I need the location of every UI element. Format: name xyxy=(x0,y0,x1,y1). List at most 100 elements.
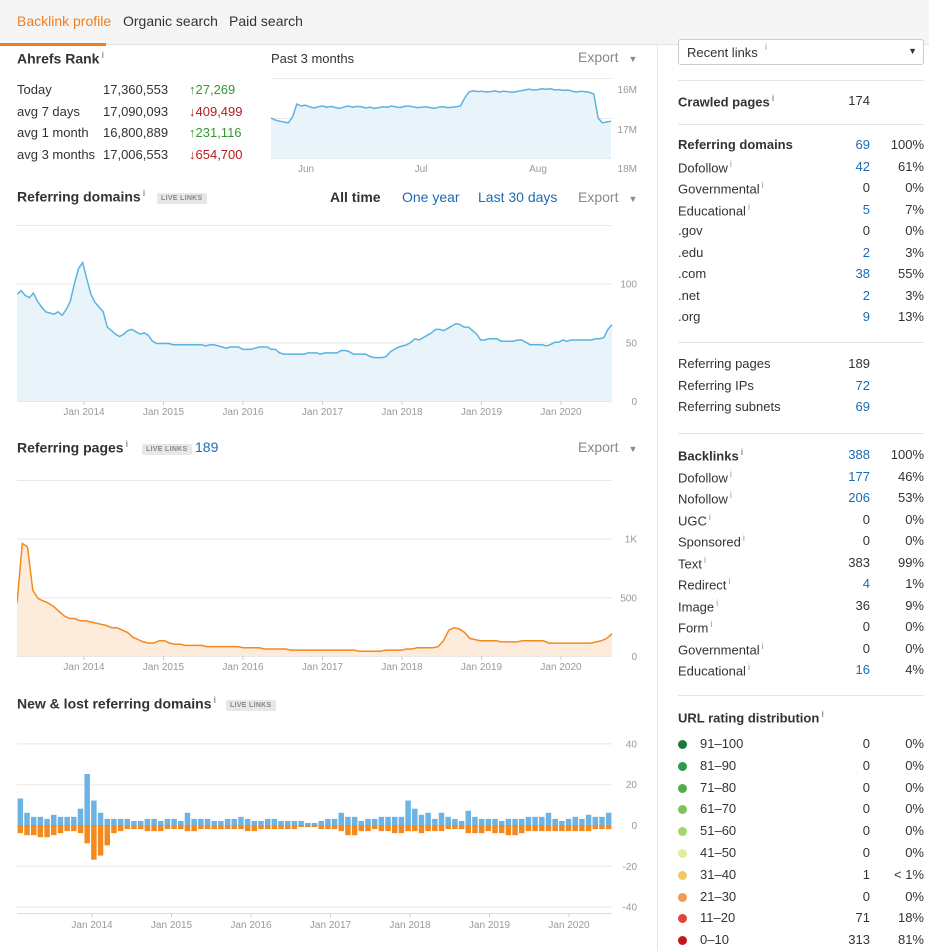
lost-domains-bar xyxy=(264,825,271,830)
info-icon[interactable]: i xyxy=(125,439,129,449)
stat-value[interactable]: 38 xyxy=(855,266,870,281)
url-rating-row: 21–30 0 0% xyxy=(678,889,924,909)
ref-pages-export-button[interactable]: Export ▼ xyxy=(578,439,638,455)
stat-value[interactable]: 388 xyxy=(848,447,870,462)
lost-domains-bar xyxy=(398,825,405,834)
tab-organic-search[interactable]: Organic search xyxy=(123,13,218,29)
stat-value[interactable]: 2 xyxy=(862,287,870,303)
stat-value: 0 xyxy=(862,640,870,656)
info-icon[interactable]: i xyxy=(729,158,732,169)
range-one-year[interactable]: One year xyxy=(402,189,460,205)
lost-domains-bar xyxy=(478,825,485,834)
info-icon[interactable]: i xyxy=(101,50,104,60)
info-icon[interactable]: i xyxy=(728,576,731,586)
range-all-time[interactable]: All time xyxy=(330,189,381,205)
stat-value: 0 xyxy=(862,180,870,195)
stat-row: Referring pages 189 xyxy=(678,356,924,376)
stat-row: Sponsored i 0 0% xyxy=(678,533,924,553)
lost-domains-bar xyxy=(298,825,304,828)
stat-label: Governmental i xyxy=(678,640,764,657)
new-domains-bar xyxy=(151,818,157,825)
info-icon[interactable]: i xyxy=(742,533,745,543)
lost-domains-bar xyxy=(365,825,371,832)
stat-value[interactable]: 72 xyxy=(855,377,870,393)
info-icon[interactable]: i xyxy=(771,93,775,103)
new-domains-bar xyxy=(71,816,77,825)
info-icon[interactable]: i xyxy=(747,201,750,212)
new-domains-bar xyxy=(512,818,518,825)
lost-domains-bar xyxy=(585,825,592,832)
stat-value[interactable]: 69 xyxy=(855,399,870,414)
referring-pages-count[interactable]: 189 xyxy=(195,439,219,455)
stat-row: Nofollow i 206 53% xyxy=(678,490,924,510)
lost-domains-bar xyxy=(452,825,458,830)
referring-domains-title: Referring domains i xyxy=(17,188,146,205)
stat-value: 36 xyxy=(855,597,870,613)
stat-value[interactable]: 177 xyxy=(848,468,870,484)
new-domains-bar xyxy=(345,816,351,825)
new-domains-bar xyxy=(592,816,599,825)
lost-domains-bar xyxy=(311,825,318,828)
new-domains-bar xyxy=(51,814,57,825)
stat-label: Backlinks i xyxy=(678,447,744,464)
stat-row: Dofollow i 177 46% xyxy=(678,469,924,489)
info-icon[interactable]: i xyxy=(765,42,767,52)
stat-value[interactable]: 69 xyxy=(855,137,870,152)
ref-domains-export-button[interactable]: Export ▼ xyxy=(578,189,638,205)
new-domains-bar xyxy=(238,816,244,825)
new-domains-bar xyxy=(425,812,431,825)
stat-value[interactable]: 206 xyxy=(848,490,870,505)
lost-domains-bar xyxy=(184,825,191,832)
stat-value[interactable]: 5 xyxy=(862,201,870,217)
stat-label: Sponsored i xyxy=(678,533,745,550)
rank-row-change: ↑27,269 xyxy=(189,82,236,97)
new-domains-bar xyxy=(57,816,64,825)
stat-value[interactable]: 9 xyxy=(862,309,870,324)
tab-backlink-profile[interactable]: Backlink profile xyxy=(17,13,112,29)
stat-value[interactable]: 42 xyxy=(855,158,870,174)
series-line xyxy=(17,260,613,359)
stat-percent: 0% xyxy=(905,640,924,656)
tab-paid-search[interactable]: Paid search xyxy=(229,13,303,29)
new-domains-bar xyxy=(351,816,358,825)
info-icon[interactable]: i xyxy=(142,188,146,198)
x-tick-label: Jan 2019 xyxy=(461,662,503,673)
rank-row-value: 17,360,553 xyxy=(103,82,169,97)
x-tick-label: Jan 2018 xyxy=(381,407,423,418)
live-links-badge: LIVE LINKS xyxy=(157,193,207,204)
info-icon[interactable]: i xyxy=(710,619,713,629)
stat-value[interactable]: 4 xyxy=(862,576,870,591)
stat-value: 0 xyxy=(862,533,870,548)
info-icon[interactable]: i xyxy=(703,554,706,565)
url-rating-row: 61–70 0 0% xyxy=(678,801,924,821)
chevron-down-icon: ▼ xyxy=(908,46,917,56)
info-icon[interactable]: i xyxy=(821,709,824,719)
stat-percent: 0% xyxy=(905,619,924,634)
stat-percent: 99% xyxy=(897,554,924,570)
stat-value[interactable]: 16 xyxy=(855,662,870,677)
info-icon[interactable]: i xyxy=(213,695,216,705)
lost-domains-bar xyxy=(525,825,532,832)
new-domains-bar xyxy=(318,820,324,825)
y-tick-label: 16M xyxy=(618,85,637,96)
lost-domains-bar xyxy=(351,825,358,836)
stat-value[interactable]: 2 xyxy=(862,244,870,260)
new-domains-bar xyxy=(605,812,612,825)
range-last-30-days[interactable]: Last 30 days xyxy=(478,189,558,205)
links-select[interactable]: Recent links i ▼ xyxy=(678,39,924,65)
info-icon[interactable]: i xyxy=(761,180,764,190)
new-domains-bar xyxy=(144,818,151,825)
info-icon[interactable]: i xyxy=(740,447,744,457)
rating-percent: 0% xyxy=(905,888,924,904)
info-icon[interactable]: i xyxy=(761,640,764,651)
rank-export-button[interactable]: Export ▼ xyxy=(578,49,638,65)
info-icon[interactable]: i xyxy=(708,511,711,522)
new-domains-bar xyxy=(391,816,398,825)
rating-percent: < 1% xyxy=(894,866,924,882)
series-line xyxy=(271,88,612,124)
info-icon[interactable]: i xyxy=(729,490,732,500)
new-domains-bar xyxy=(585,814,592,825)
info-icon[interactable]: i xyxy=(729,468,732,479)
info-icon[interactable]: i xyxy=(716,597,719,608)
info-icon[interactable]: i xyxy=(747,662,750,672)
